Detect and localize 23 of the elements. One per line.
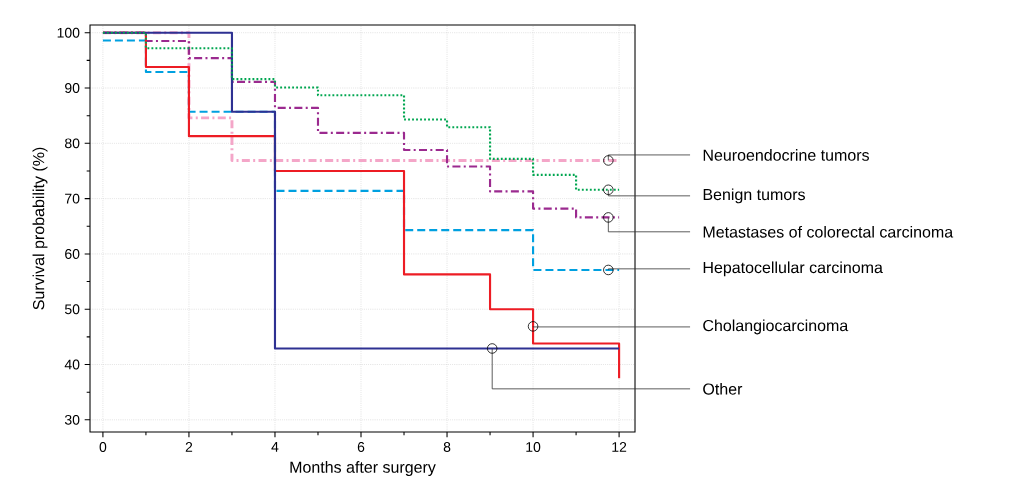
y-tick-label: 30 — [64, 414, 80, 425]
x-tick-label: 0 — [99, 442, 107, 452]
text: Benign tumors — [703, 188, 805, 204]
y-tick-label: 50 — [64, 304, 80, 315]
text: Neuroendocrine tumors — [703, 149, 869, 161]
x-axis-title: Months after surgery — [290, 461, 436, 477]
y-tick-label: 80 — [65, 138, 80, 149]
text: Metastases of colorectal carcinoma — [703, 225, 954, 238]
x-tick-label: 4 — [271, 442, 279, 452]
x-tick-label: 12 — [612, 442, 627, 452]
y-tick-label: 40 — [64, 359, 80, 370]
x-tick-label: 6 — [357, 442, 365, 452]
x-tick-label: 8 — [443, 442, 451, 452]
y-tick-label: 90 — [65, 83, 80, 93]
text: Other — [703, 382, 743, 395]
y-tick-label: 100 — [57, 27, 80, 38]
text: Cholangiocarcinoma — [703, 319, 849, 335]
y-tick-label: 60 — [65, 248, 80, 259]
x-tick-label: 2 — [185, 442, 193, 452]
x-tick-label: 10 — [526, 442, 541, 452]
y-tick-label: 70 — [65, 193, 80, 204]
y-axis-title: Survival probability (%) — [32, 147, 48, 310]
text: Hepatocellular carcinoma — [703, 261, 883, 277]
